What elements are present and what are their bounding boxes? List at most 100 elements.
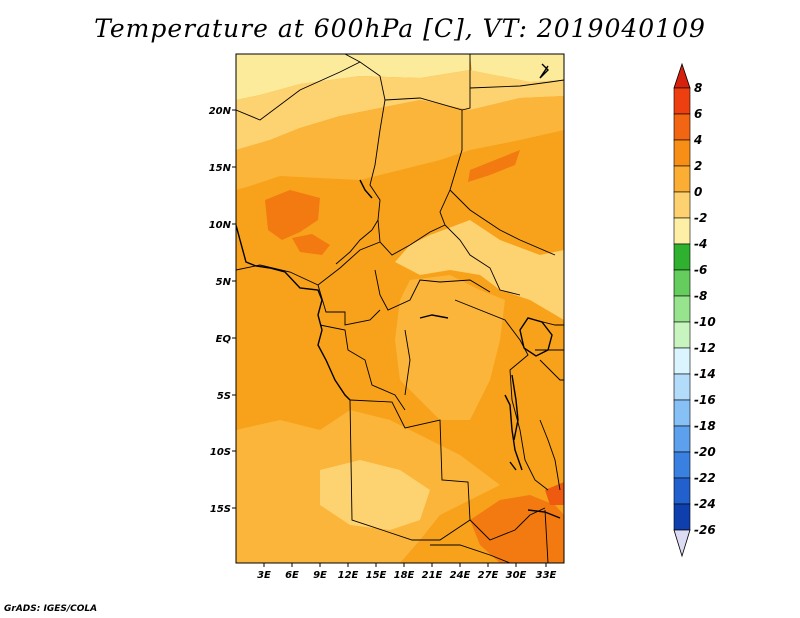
- border-16: [469, 507, 546, 541]
- colorbar-seg-0: [673, 191, 691, 219]
- colorbar: [673, 62, 691, 558]
- lon-label-12e: 12E: [338, 570, 359, 581]
- colorbar-label: 8: [694, 81, 702, 95]
- lake-1: [519, 317, 553, 357]
- colorbar-seg-6: [673, 113, 691, 141]
- colorbar-seg-m8: [673, 295, 691, 323]
- lat-ticks: [232, 109, 236, 509]
- lon-label-24e: 24E: [450, 570, 471, 581]
- field-pale-north: [236, 54, 470, 100]
- colorbar-seg-m22: [673, 477, 691, 505]
- border-11: [317, 284, 381, 326]
- lat-label-eq: EQ: [216, 334, 232, 345]
- colorbar-label: -18: [694, 419, 716, 433]
- field-light-north: [236, 70, 564, 150]
- colorbar-seg-m18: [673, 425, 691, 453]
- border-17: [454, 299, 549, 491]
- country-borders: [236, 54, 564, 563]
- colorbar-label: 2: [694, 159, 702, 173]
- lake-2: [511, 374, 519, 441]
- colorbar-label: -26: [694, 523, 716, 537]
- field-light-center: [395, 275, 505, 420]
- colorbar-seg-2: [673, 165, 691, 193]
- colorbar-label: -22: [694, 471, 716, 485]
- lon-axis: 3E 6E 9E 12E 15E 18E 21E 24E 27E 30E 33E: [257, 570, 556, 581]
- colorbar-label: -24: [694, 497, 716, 511]
- colorbar-label: -14: [694, 367, 716, 381]
- lat-label-20n: 20N: [209, 106, 232, 117]
- border-5: [469, 79, 564, 89]
- coast-1: [236, 224, 351, 401]
- colorbar-seg-m4: [673, 243, 691, 271]
- lon-label-15e: 15E: [366, 570, 387, 581]
- colorbar-seg-m20: [673, 451, 691, 479]
- colorbar-bottom-arrow: [673, 529, 691, 558]
- lat-label-5s: 5S: [217, 391, 231, 402]
- colorbar-label: -10: [694, 315, 716, 329]
- field-mid-north: [236, 96, 564, 190]
- lon-label-33e: 33E: [536, 570, 557, 581]
- border-6: [449, 189, 556, 256]
- colorbar-top-arrow: [673, 62, 691, 89]
- lat-label-15n: 15N: [209, 163, 232, 174]
- lon-ticks: [263, 563, 547, 567]
- colorbar-label: -6: [694, 263, 707, 277]
- colorbar-label: -4: [694, 237, 707, 251]
- border-12: [319, 324, 406, 411]
- colorbar-label: -16: [694, 393, 716, 407]
- lon-label-30e: 30E: [506, 570, 527, 581]
- lat-label-10s: 10S: [210, 447, 231, 458]
- border-23: [544, 509, 549, 563]
- colorbar-label: 6: [694, 107, 702, 121]
- map-title: Temperature at 600hPa [C], VT: 201904010…: [94, 14, 706, 43]
- colorbar-seg-m14: [673, 373, 691, 401]
- colorbar-seg-m6: [673, 269, 691, 297]
- field-pale-south: [320, 460, 430, 530]
- field-hot-west2: [292, 234, 330, 255]
- colorbar-seg-m16: [673, 399, 691, 427]
- colorbar-labels: 8 6 4 2 0 -2 -4 -6 -8 -10 -12 -14 -16 -1…: [693, 81, 716, 537]
- colorbar-label: -20: [694, 445, 716, 459]
- lon-label-18e: 18E: [394, 570, 415, 581]
- border-21: [539, 419, 561, 491]
- lake-6: [359, 179, 373, 199]
- border-15: [349, 399, 471, 541]
- field-hot-west: [265, 190, 320, 240]
- field-hot-ne: [468, 150, 520, 182]
- lon-label-21e: 21E: [422, 570, 443, 581]
- lon-label-6e: 6E: [285, 570, 299, 581]
- field-light-east: [395, 220, 564, 320]
- lon-label-27e: 27E: [478, 570, 499, 581]
- colorbar-label: 4: [693, 133, 702, 147]
- map-frame: [235, 53, 565, 564]
- colorbar-seg-m12: [673, 347, 691, 375]
- lake-8: [509, 461, 517, 471]
- lake-4: [527, 509, 561, 519]
- colorbar-seg-8: [673, 87, 691, 115]
- colorbar-label: -12: [694, 341, 716, 355]
- border-13: [404, 329, 411, 396]
- colorbar-label: -8: [694, 289, 707, 303]
- colorbar-seg-m2: [673, 217, 691, 245]
- colorbar-seg-4: [673, 139, 691, 167]
- colorbar-seg-m10: [673, 321, 691, 349]
- lat-label-5n: 5N: [216, 277, 232, 288]
- colorbar-label: -2: [694, 211, 707, 225]
- border-22: [430, 544, 511, 563]
- lat-label-10n: 10N: [209, 220, 232, 231]
- map-field: [236, 54, 564, 563]
- lake-7: [419, 314, 449, 319]
- lon-label-3e: 3E: [257, 570, 271, 581]
- border-3: [384, 97, 521, 296]
- border-8: [335, 229, 373, 265]
- colorbar-label: 0: [694, 185, 702, 199]
- border-9: [379, 224, 446, 256]
- border-20: [539, 359, 564, 381]
- border-4: [461, 54, 471, 111]
- lake-3: [504, 394, 523, 471]
- lon-label-9e: 9E: [313, 570, 327, 581]
- border-2: [344, 54, 361, 63]
- grads-credit: GrADS: IGES/COLA: [4, 604, 98, 614]
- border-14: [349, 399, 471, 521]
